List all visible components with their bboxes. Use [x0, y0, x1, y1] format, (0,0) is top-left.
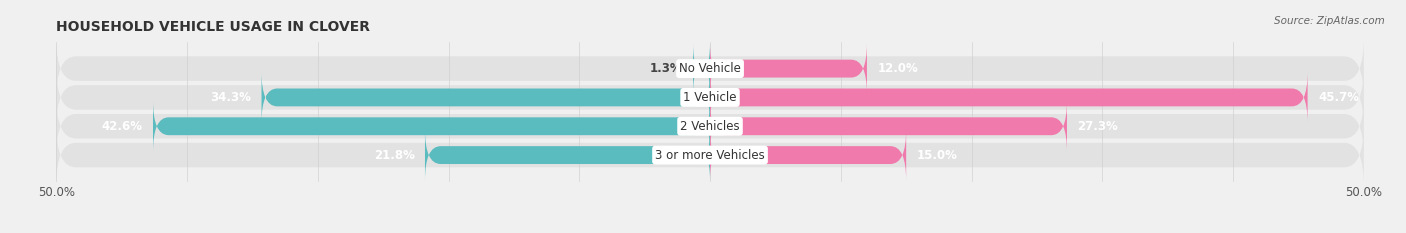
FancyBboxPatch shape	[56, 66, 1364, 128]
FancyBboxPatch shape	[710, 72, 1308, 123]
FancyBboxPatch shape	[693, 43, 710, 94]
Text: 1 Vehicle: 1 Vehicle	[683, 91, 737, 104]
FancyBboxPatch shape	[425, 129, 710, 181]
FancyBboxPatch shape	[153, 101, 710, 152]
FancyBboxPatch shape	[56, 95, 1364, 157]
Text: No Vehicle: No Vehicle	[679, 62, 741, 75]
FancyBboxPatch shape	[56, 124, 1364, 186]
Text: 1.3%: 1.3%	[650, 62, 682, 75]
Text: 27.3%: 27.3%	[1077, 120, 1118, 133]
FancyBboxPatch shape	[262, 72, 710, 123]
Text: 42.6%: 42.6%	[101, 120, 142, 133]
Text: Source: ZipAtlas.com: Source: ZipAtlas.com	[1274, 16, 1385, 26]
Legend: Owner-occupied, Renter-occupied: Owner-occupied, Renter-occupied	[586, 230, 834, 233]
FancyBboxPatch shape	[710, 43, 868, 94]
Text: 3 or more Vehicles: 3 or more Vehicles	[655, 149, 765, 161]
FancyBboxPatch shape	[710, 101, 1067, 152]
FancyBboxPatch shape	[56, 38, 1364, 99]
Text: 2 Vehicles: 2 Vehicles	[681, 120, 740, 133]
Text: 34.3%: 34.3%	[209, 91, 252, 104]
FancyBboxPatch shape	[710, 129, 905, 181]
Text: 45.7%: 45.7%	[1317, 91, 1360, 104]
Text: 12.0%: 12.0%	[877, 62, 918, 75]
Text: 15.0%: 15.0%	[917, 149, 957, 161]
Text: 21.8%: 21.8%	[374, 149, 415, 161]
Text: HOUSEHOLD VEHICLE USAGE IN CLOVER: HOUSEHOLD VEHICLE USAGE IN CLOVER	[56, 20, 370, 34]
